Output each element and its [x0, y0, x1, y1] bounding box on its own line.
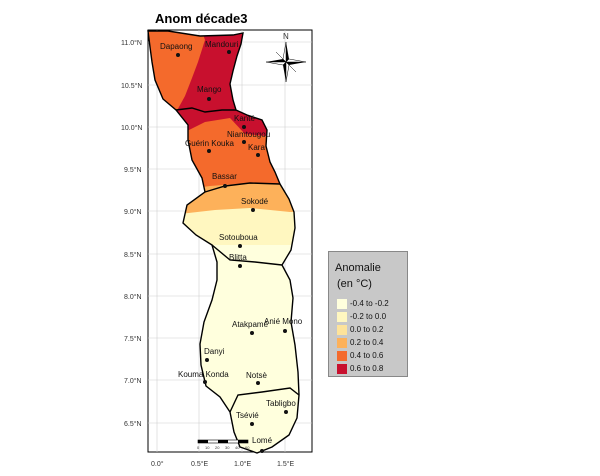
city-label: Kanté: [234, 114, 255, 123]
plateaux-maritime-boundary: [229, 387, 300, 413]
city-point: [207, 97, 211, 101]
legend-swatch: [337, 299, 347, 309]
north-label: N: [283, 32, 289, 41]
kara-centrale-boundary: [204, 182, 281, 193]
lat-label: 8.0°N: [124, 293, 142, 301]
city-label: Lomé: [252, 436, 273, 445]
legend-item: 0.6 to 0.8: [337, 364, 409, 374]
legend-title-line2: (en °C): [337, 278, 372, 290]
legend-title-line1: Anomalie: [335, 262, 381, 274]
lat-label: 7.5°N: [124, 335, 142, 343]
legend-label: 0.4 to 0.6: [350, 351, 384, 360]
centrale-plateaux-boundary: [211, 244, 283, 266]
city-point: [284, 410, 288, 414]
city-point: [256, 381, 260, 385]
legend-item: -0.2 to 0.0: [337, 312, 409, 322]
lat-label: 10.5°N: [121, 82, 142, 90]
lat-label: 9.0°N: [124, 208, 142, 216]
city-label: Kara: [248, 143, 265, 152]
legend-label: 0.6 to 0.8: [350, 364, 384, 373]
city-label: Dapaong: [160, 42, 192, 51]
city-point: [238, 244, 242, 248]
city-label: Sotouboua: [219, 233, 258, 242]
city-label: Blitta: [229, 253, 247, 262]
legend-swatch: [337, 364, 347, 374]
city-point: [250, 422, 254, 426]
city-label: Kouma Konda: [178, 370, 229, 379]
legend-panel: Anomalie (en °C) -0.4 to -0.2 -0.2 to 0.…: [328, 251, 408, 377]
north-arrow-icon: N: [265, 32, 307, 83]
legend-item: 0.4 to 0.6: [337, 351, 409, 361]
city-point: [256, 153, 260, 157]
city-label: Anié Mono: [264, 317, 303, 326]
legend-title: Anomalie (en °C): [335, 260, 381, 292]
city-point: [238, 264, 242, 268]
scale-label: 10: [205, 445, 210, 450]
map-title: Anom décade3: [155, 11, 248, 26]
lon-label: 1.0°E: [234, 460, 252, 468]
city-label: Atakpamé: [232, 320, 269, 329]
city-label: Tabligbo: [266, 399, 296, 408]
city-point: [176, 53, 180, 57]
lat-label: 9.5°N: [124, 166, 142, 174]
savanes-kara-boundary: [175, 107, 236, 113]
scale-bar: 0 10 20 30 40 60: [197, 439, 250, 450]
city-point: [260, 449, 264, 453]
city-label: Danyi: [204, 347, 225, 356]
city-point: [205, 358, 209, 362]
lat-label: 7.0°N: [124, 377, 142, 385]
scale-label: 40: [235, 445, 240, 450]
legend-swatch: [337, 338, 347, 348]
lon-label: 0.5°E: [191, 460, 209, 468]
city-point: [223, 184, 227, 188]
region-boundaries: [147, 30, 300, 454]
legend-swatch: [337, 325, 347, 335]
city-point: [283, 329, 287, 333]
legend-item: 0.0 to 0.2: [337, 325, 409, 335]
scale-label: 30: [225, 445, 230, 450]
city-points: [176, 50, 288, 453]
city-point: [242, 125, 246, 129]
scale-label: 0: [197, 445, 200, 450]
city-label: Guérin Kouka: [185, 139, 234, 148]
lat-label: 10.0°N: [121, 124, 142, 132]
city-label: Mandouri: [205, 40, 239, 49]
lat-label: 8.5°N: [124, 251, 142, 259]
longitude-labels: 0.0° 0.5°E 1.0°E 1.5°E: [151, 460, 295, 468]
lon-label: 0.0°: [151, 460, 164, 468]
city-point: [251, 208, 255, 212]
togo-outline: [147, 30, 300, 454]
legend-swatch: [337, 312, 347, 322]
legend-label: 0.0 to 0.2: [350, 325, 384, 334]
city-point: [207, 149, 211, 153]
city-point: [242, 140, 246, 144]
city-point: [250, 331, 254, 335]
scale-label: 60: [245, 445, 250, 450]
legend-label: -0.4 to -0.2: [350, 299, 389, 308]
lat-label: 6.5°N: [124, 420, 142, 428]
lon-label: 1.5°E: [277, 460, 295, 468]
legend-swatch: [337, 351, 347, 361]
scale-label: 20: [215, 445, 220, 450]
lat-label: 11.0°N: [121, 39, 142, 47]
latitude-labels: 11.0°N 10.5°N 10.0°N 9.5°N 9.0°N 8.5°N 8…: [121, 39, 142, 428]
city-label: Tsévié: [236, 411, 259, 420]
city-label: Mango: [197, 85, 222, 94]
city-labels: Dapaong Mandouri Mango Kanté Niamtougou …: [160, 40, 303, 445]
legend-item: 0.2 to 0.4: [337, 338, 409, 348]
city-label: Notsè: [246, 371, 267, 380]
city-point: [203, 380, 207, 384]
legend-item: -0.4 to -0.2: [337, 299, 409, 309]
legend-label: -0.2 to 0.0: [350, 312, 387, 321]
city-label: Bassar: [212, 172, 237, 181]
city-label: Niamtougou: [227, 130, 270, 139]
city-label: Sokodé: [241, 197, 269, 206]
city-point: [227, 50, 231, 54]
legend-label: 0.2 to 0.4: [350, 338, 384, 347]
